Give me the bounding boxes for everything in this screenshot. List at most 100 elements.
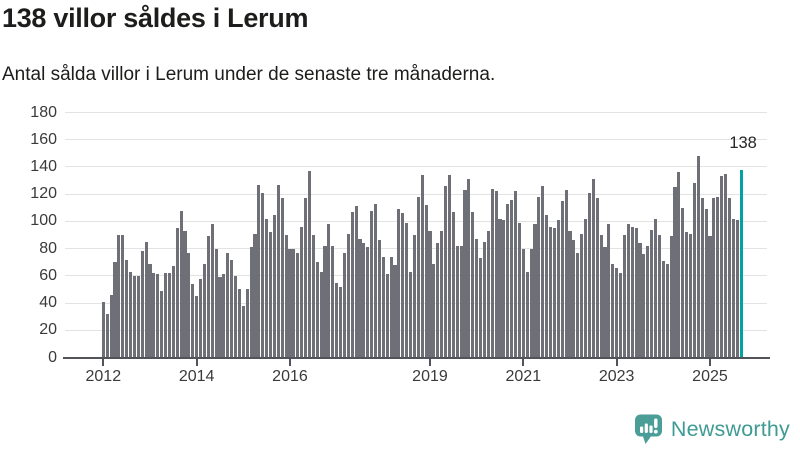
bar <box>459 245 463 358</box>
bar <box>661 260 665 358</box>
bar <box>187 252 191 358</box>
bar <box>642 254 646 358</box>
bar <box>167 273 171 358</box>
bar <box>432 263 436 358</box>
bar <box>253 233 257 358</box>
bar <box>198 278 203 358</box>
bar <box>381 256 385 358</box>
bar <box>385 274 389 358</box>
x-axis-tick <box>708 359 711 366</box>
bar <box>171 266 175 358</box>
bar <box>513 191 518 358</box>
highlight-value-label: 138 <box>729 134 757 152</box>
bar <box>591 179 595 358</box>
bar <box>412 235 416 358</box>
bar <box>257 184 261 358</box>
bar <box>599 235 603 358</box>
bar <box>265 218 269 358</box>
bar <box>249 247 253 358</box>
bar <box>494 191 498 358</box>
bar <box>144 241 148 358</box>
newsworthy-icon <box>634 413 663 445</box>
bar <box>583 218 588 358</box>
bar <box>463 190 467 358</box>
bar <box>113 262 117 358</box>
bar <box>471 211 475 358</box>
bar <box>626 224 630 358</box>
bar <box>311 235 315 358</box>
gridline <box>65 166 767 168</box>
bar <box>688 233 693 358</box>
bar <box>366 247 370 358</box>
bar <box>545 214 549 358</box>
bar <box>101 301 105 358</box>
bar <box>148 263 152 358</box>
x-axis-tick <box>102 359 105 366</box>
bar <box>292 248 296 358</box>
x-axis-label: 2021 <box>505 367 542 385</box>
bar <box>595 198 599 358</box>
bar <box>603 247 607 358</box>
bar <box>443 186 448 358</box>
y-axis-label: 20 <box>39 321 57 339</box>
bar <box>350 211 354 358</box>
bar <box>195 296 199 358</box>
gridline <box>65 220 767 222</box>
bar <box>482 241 486 358</box>
y-axis-label: 60 <box>39 266 57 284</box>
x-axis-tick <box>428 359 431 366</box>
bar <box>389 256 393 358</box>
bar <box>362 243 366 358</box>
bar <box>587 192 591 358</box>
bar <box>716 196 720 358</box>
bar <box>408 271 413 358</box>
bar <box>681 207 685 358</box>
bar <box>222 274 226 358</box>
bar <box>420 175 424 358</box>
bar <box>315 262 319 358</box>
bar <box>576 252 580 358</box>
bar <box>272 214 276 358</box>
bar <box>615 267 619 358</box>
x-axis-label: 2012 <box>85 367 122 385</box>
bar <box>622 235 626 358</box>
bar <box>370 210 374 358</box>
gridline <box>65 193 767 195</box>
gridline <box>65 248 767 250</box>
bar <box>552 228 556 358</box>
bar <box>475 239 479 358</box>
bar <box>300 226 304 358</box>
bar <box>191 284 195 358</box>
bar <box>160 290 164 358</box>
bar <box>537 196 541 358</box>
bar <box>128 271 133 358</box>
x-axis-label: 2025 <box>692 367 728 385</box>
bar <box>696 156 700 358</box>
bar <box>393 264 397 358</box>
y-axis-label: 100 <box>30 212 57 230</box>
bar <box>202 263 206 358</box>
bar <box>692 183 696 358</box>
x-axis-tick <box>615 359 618 366</box>
y-axis-label: 160 <box>30 130 57 148</box>
bar <box>307 171 311 358</box>
bar <box>105 313 109 358</box>
y-axis-label: 140 <box>30 157 57 175</box>
bar <box>405 222 409 358</box>
bar <box>428 230 432 358</box>
bar <box>296 252 300 358</box>
bar <box>630 226 634 358</box>
bar <box>712 198 716 358</box>
bar <box>564 190 568 358</box>
bar <box>354 206 358 358</box>
bar <box>727 198 731 358</box>
bar <box>440 230 444 358</box>
bar <box>478 258 483 358</box>
bar <box>533 224 537 358</box>
bar <box>708 236 712 358</box>
highlighted-bar <box>739 169 743 358</box>
bar <box>327 224 331 358</box>
bar <box>117 235 121 358</box>
bar <box>704 209 708 358</box>
bar <box>175 228 179 358</box>
